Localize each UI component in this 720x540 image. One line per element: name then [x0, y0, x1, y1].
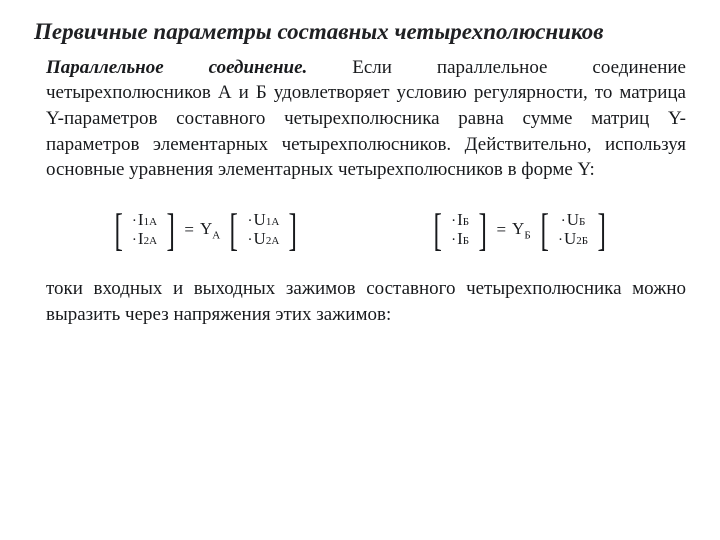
eq-a-mid: YA [200, 219, 220, 241]
paragraph-1: Параллельное соединение. Если параллельн… [34, 55, 686, 183]
left-bracket-icon: [ [540, 216, 548, 244]
eq-a-r2-sub: 2A [266, 236, 279, 248]
right-bracket-icon: ] [289, 216, 297, 244]
eq-a-mid-sub: A [212, 229, 220, 241]
eq-b-r2-sym: U [564, 230, 576, 248]
left-bracket-icon: [ [114, 216, 122, 244]
eq-a-right-vector: ·U1A ·U2A [248, 211, 280, 249]
right-bracket-icon: ] [598, 216, 606, 244]
right-bracket-icon: ] [479, 216, 487, 244]
eq-b-right-vector: ·UБ ·U2Б [558, 211, 588, 249]
eq-a-l2-sub: 2A [144, 236, 157, 248]
eq-b-r2-sub: 2Б [576, 236, 588, 248]
equation-b: [ ·IБ ·IБ ] = YБ [ ·UБ ·U2Б ] [430, 211, 610, 249]
left-bracket-icon: [ [230, 216, 238, 244]
left-bracket-icon: [ [433, 216, 441, 244]
paragraph-2: токи входных и выходных зажимов составно… [34, 276, 686, 327]
page: Первичные параметры составных четырехпол… [0, 0, 720, 328]
eq-b-r1-sub: Б [579, 217, 585, 229]
eq-a-left-vector: ·I1A ·I2A [132, 211, 157, 249]
equation-row: [ ·I1A ·I2A ] = YA [ ·U1A ·U2A ] [ ·IБ ·… [34, 183, 686, 277]
equation-a: [ ·I1A ·I2A ] = YA [ ·U1A ·U2A ] [111, 211, 301, 249]
eq-a-r1-sub: 1A [266, 217, 279, 229]
eq-b-mid-sym: Y [512, 219, 524, 238]
right-bracket-icon: ] [166, 216, 174, 244]
eq-b-mid-sub: Б [524, 229, 530, 241]
eq-b-r1-sym: U [567, 211, 579, 229]
eq-b-l1-sub: Б [463, 217, 469, 229]
equals-icon: = [184, 220, 194, 240]
eq-a-r1-sym: U [254, 211, 266, 229]
page-title: Первичные параметры составных четырехпол… [34, 18, 686, 47]
equals-icon: = [496, 220, 506, 240]
eq-b-l2-sub: Б [463, 236, 469, 248]
eq-a-mid-sym: Y [200, 219, 212, 238]
eq-a-l1-sub: 1A [144, 217, 157, 229]
eq-a-r2-sym: U [254, 230, 266, 248]
paragraph-1-lead: Параллельное соединение. [46, 57, 307, 78]
eq-b-left-vector: ·IБ ·IБ [451, 211, 469, 249]
eq-b-mid: YБ [512, 219, 531, 241]
